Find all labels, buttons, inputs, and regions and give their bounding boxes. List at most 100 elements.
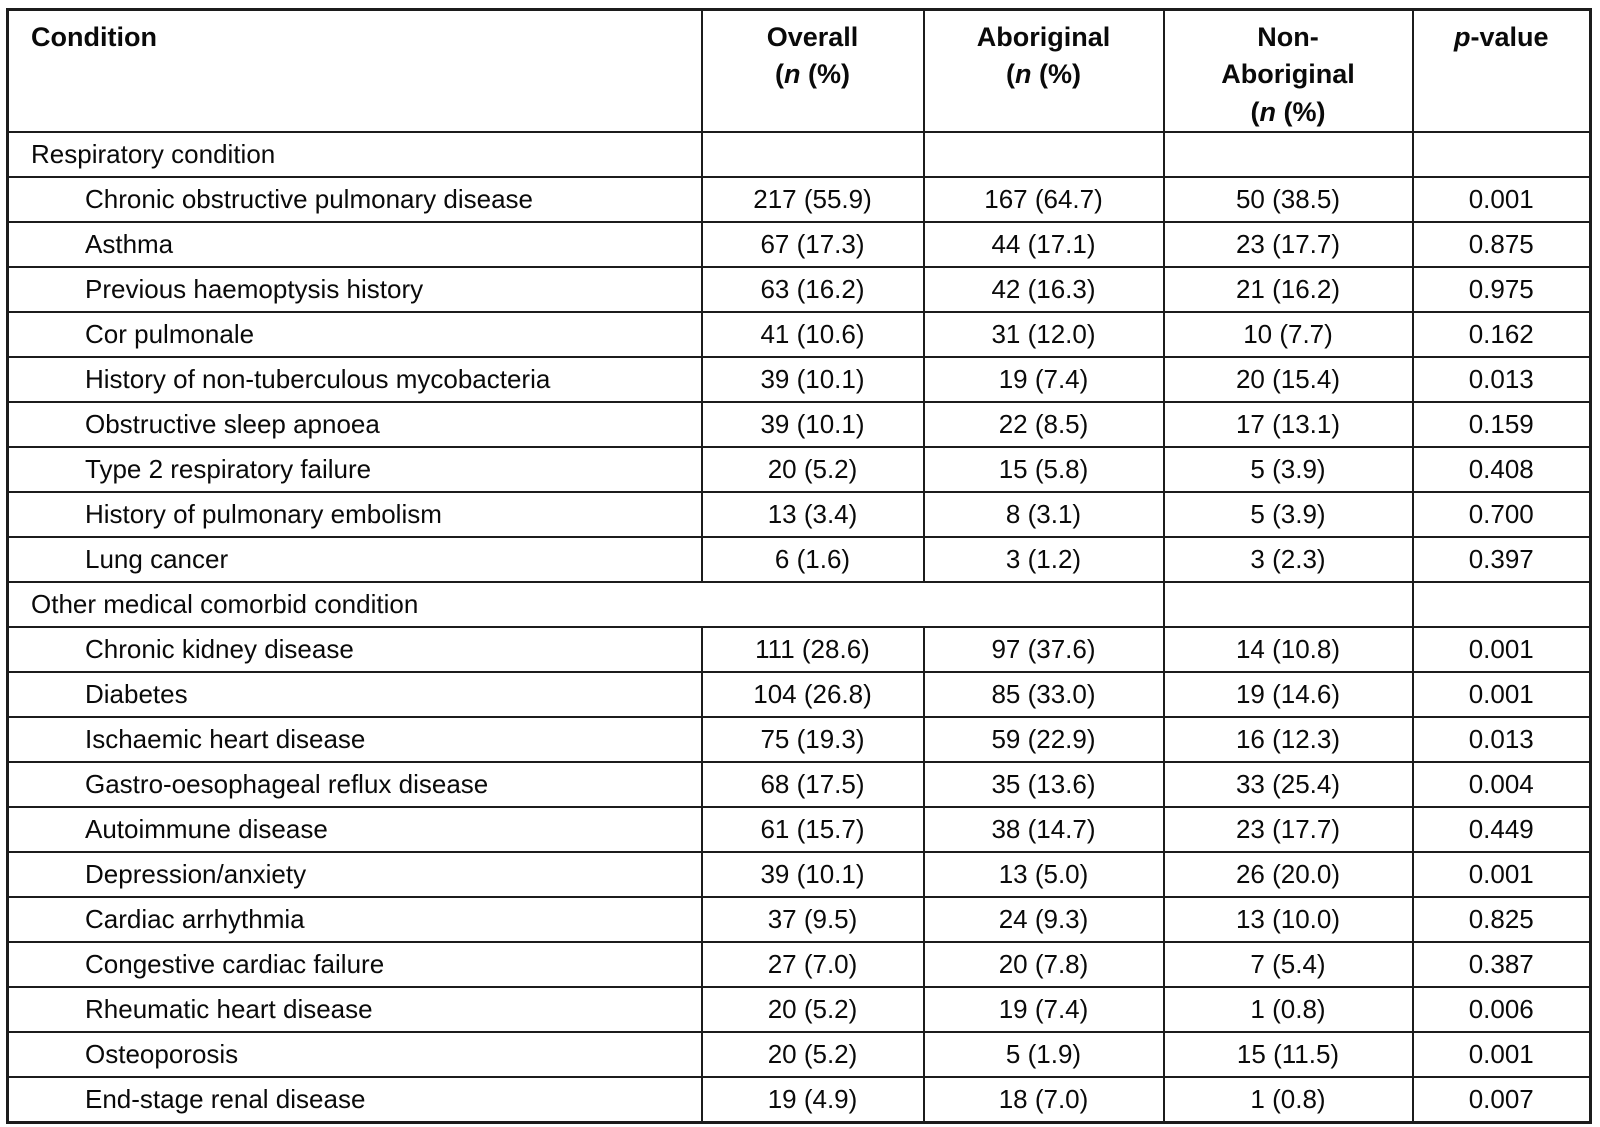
table-row: Cardiac arrhythmia 37 (9.5) 24 (9.3) 13 (10… bbox=[6, 896, 1592, 943]
aboriginal-cell: 97 (37.6) bbox=[922, 626, 1165, 673]
empty-cell bbox=[922, 131, 1165, 178]
aboriginal-cell: 13 (5.0) bbox=[922, 851, 1165, 898]
p-value-cell: 0.162 bbox=[1411, 311, 1592, 358]
condition-cell: Autoimmune disease bbox=[6, 806, 703, 853]
aboriginal-cell: 42 (16.3) bbox=[922, 266, 1165, 313]
aboriginal-cell: 85 (33.0) bbox=[922, 671, 1165, 718]
non-aboriginal-cell: 1 (0.8) bbox=[1162, 986, 1414, 1033]
condition-cell: Lung cancer bbox=[6, 536, 703, 583]
empty-cell bbox=[1411, 581, 1592, 628]
col-header-condition: Condition bbox=[6, 8, 703, 133]
table-row: Gastro-oesophageal reflux disease 68 (17.… bbox=[6, 761, 1592, 808]
table-body: Respiratory condition Chronic obstructive… bbox=[6, 131, 1592, 1124]
non-aboriginal-cell: 23 (17.7) bbox=[1162, 221, 1414, 268]
condition-cell: Gastro-oesophageal reflux disease bbox=[6, 761, 703, 808]
empty-cell bbox=[1411, 131, 1592, 178]
condition-cell: Osteoporosis bbox=[6, 1031, 703, 1078]
table-header: Condition Overall (n (%) Aboriginal (n (… bbox=[6, 8, 1592, 133]
p-value-cell: 0.875 bbox=[1411, 221, 1592, 268]
aboriginal-cell: 24 (9.3) bbox=[922, 896, 1165, 943]
overall-cell: 39 (10.1) bbox=[700, 851, 925, 898]
overall-cell: 217 (55.9) bbox=[700, 176, 925, 223]
table-row: History of pulmonary embolism 13 (3.4) 8 (… bbox=[6, 491, 1592, 538]
non-aboriginal-cell: 16 (12.3) bbox=[1162, 716, 1414, 763]
overall-cell: 63 (16.2) bbox=[700, 266, 925, 313]
overall-cell: 6 (1.6) bbox=[700, 536, 925, 583]
non-aboriginal-cell: 10 (7.7) bbox=[1162, 311, 1414, 358]
overall-cell: 75 (19.3) bbox=[700, 716, 925, 763]
condition-cell: Cor pulmonale bbox=[6, 311, 703, 358]
column-header-sublabel: (n (%) bbox=[1250, 96, 1326, 127]
overall-cell: 104 (26.8) bbox=[700, 671, 925, 718]
col-header-p-value: p-value bbox=[1411, 8, 1592, 133]
condition-cell: Congestive cardiac failure bbox=[6, 941, 703, 988]
table-row: Cor pulmonale 41 (10.6) 31 (12.0) 10 (7.7) 0… bbox=[6, 311, 1592, 358]
section-label: Respiratory condition bbox=[6, 131, 703, 178]
overall-cell: 39 (10.1) bbox=[700, 356, 925, 403]
p-value-cell: 0.001 bbox=[1411, 626, 1592, 673]
condition-cell: Cardiac arrhythmia bbox=[6, 896, 703, 943]
p-value-cell: 0.001 bbox=[1411, 1031, 1592, 1078]
p-value-cell: 0.001 bbox=[1411, 176, 1592, 223]
p-value-cell: 0.001 bbox=[1411, 851, 1592, 898]
empty-cell bbox=[1162, 131, 1414, 178]
section-row: Respiratory condition bbox=[6, 131, 1592, 178]
col-header-overall: Overall (n (%) bbox=[700, 8, 925, 133]
non-aboriginal-cell: 5 (3.9) bbox=[1162, 446, 1414, 493]
empty-cell bbox=[700, 131, 925, 178]
non-aboriginal-cell: 50 (38.5) bbox=[1162, 176, 1414, 223]
aboriginal-cell: 20 (7.8) bbox=[922, 941, 1165, 988]
non-aboriginal-cell: 14 (10.8) bbox=[1162, 626, 1414, 673]
table-row: Diabetes 104 (26.8) 85 (33.0) 19 (14.6) 0.00… bbox=[6, 671, 1592, 718]
column-header-label: Non-Aboriginal bbox=[1221, 22, 1355, 90]
p-value-cell: 0.006 bbox=[1411, 986, 1592, 1033]
aboriginal-cell: 8 (3.1) bbox=[922, 491, 1165, 538]
p-value-cell: 0.408 bbox=[1411, 446, 1592, 493]
condition-cell: History of non-tuberculous mycobacteria bbox=[6, 356, 703, 403]
p-value-cell: 0.975 bbox=[1411, 266, 1592, 313]
table-row: Congestive cardiac failure 27 (7.0) 20 (7.… bbox=[6, 941, 1592, 988]
non-aboriginal-cell: 23 (17.7) bbox=[1162, 806, 1414, 853]
non-aboriginal-cell: 3 (2.3) bbox=[1162, 536, 1414, 583]
comorbidity-table: Condition Overall (n (%) Aboriginal (n (… bbox=[6, 8, 1592, 1124]
aboriginal-cell: 31 (12.0) bbox=[922, 311, 1165, 358]
overall-cell: 27 (7.0) bbox=[700, 941, 925, 988]
overall-cell: 61 (15.7) bbox=[700, 806, 925, 853]
header-row: Condition Overall (n (%) Aboriginal (n (… bbox=[6, 8, 1592, 133]
non-aboriginal-cell: 21 (16.2) bbox=[1162, 266, 1414, 313]
p-value-cell: 0.013 bbox=[1411, 716, 1592, 763]
table-row: Type 2 respiratory failure 20 (5.2) 15 (5.… bbox=[6, 446, 1592, 493]
aboriginal-cell: 5 (1.9) bbox=[922, 1031, 1165, 1078]
section-row: Other medical comorbid condition bbox=[6, 581, 1592, 628]
p-value-cell: 0.159 bbox=[1411, 401, 1592, 448]
table-row: End-stage renal disease 19 (4.9) 18 (7.0) 1… bbox=[6, 1076, 1592, 1124]
table-row: Chronic kidney disease 111 (28.6) 97 (37.6… bbox=[6, 626, 1592, 673]
overall-cell: 19 (4.9) bbox=[700, 1076, 925, 1124]
non-aboriginal-cell: 33 (25.4) bbox=[1162, 761, 1414, 808]
p-value-cell: 0.700 bbox=[1411, 491, 1592, 538]
aboriginal-cell: 19 (7.4) bbox=[922, 986, 1165, 1033]
condition-cell: History of pulmonary embolism bbox=[6, 491, 703, 538]
non-aboriginal-cell: 19 (14.6) bbox=[1162, 671, 1414, 718]
condition-cell: Obstructive sleep apnoea bbox=[6, 401, 703, 448]
condition-cell: Diabetes bbox=[6, 671, 703, 718]
aboriginal-cell: 18 (7.0) bbox=[922, 1076, 1165, 1124]
condition-cell: Asthma bbox=[6, 221, 703, 268]
overall-cell: 68 (17.5) bbox=[700, 761, 925, 808]
condition-cell: Chronic obstructive pulmonary disease bbox=[6, 176, 703, 223]
aboriginal-cell: 38 (14.7) bbox=[922, 806, 1165, 853]
overall-cell: 111 (28.6) bbox=[700, 626, 925, 673]
condition-cell: Ischaemic heart disease bbox=[6, 716, 703, 763]
non-aboriginal-cell: 7 (5.4) bbox=[1162, 941, 1414, 988]
non-aboriginal-cell: 17 (13.1) bbox=[1162, 401, 1414, 448]
table-row: Lung cancer 6 (1.6) 3 (1.2) 3 (2.3) 0.397 bbox=[6, 536, 1592, 583]
column-header-label: Aboriginal bbox=[976, 22, 1111, 52]
empty-cell bbox=[1162, 581, 1414, 628]
overall-cell: 13 (3.4) bbox=[700, 491, 925, 538]
condition-cell: Rheumatic heart disease bbox=[6, 986, 703, 1033]
non-aboriginal-cell: 13 (10.0) bbox=[1162, 896, 1414, 943]
overall-cell: 20 (5.2) bbox=[700, 986, 925, 1033]
condition-cell: Type 2 respiratory failure bbox=[6, 446, 703, 493]
condition-cell: Chronic kidney disease bbox=[6, 626, 703, 673]
p-value-cell: 0.013 bbox=[1411, 356, 1592, 403]
